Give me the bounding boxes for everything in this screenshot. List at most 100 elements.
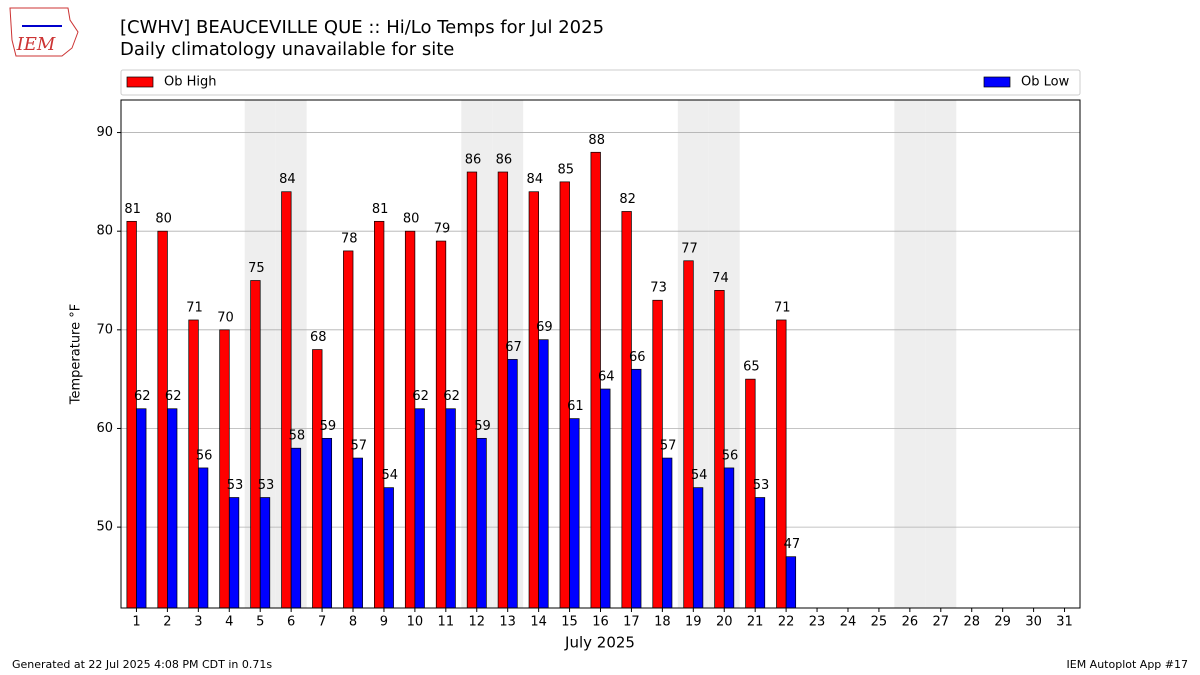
bar: [281, 191, 292, 609]
x-tick-label: 24: [840, 615, 857, 630]
x-tick-label: 26: [902, 615, 919, 630]
x-tick-label: 7: [318, 615, 326, 630]
y-axis-label: Temperature °F: [69, 304, 84, 405]
data-label: 62: [412, 389, 429, 404]
data-label: 78: [341, 231, 358, 246]
data-label: 62: [134, 389, 151, 404]
data-label: 59: [320, 419, 337, 434]
data-label: 62: [443, 389, 460, 404]
data-label: 54: [691, 468, 708, 483]
chart-subtitle: Daily climatology unavailable for site: [120, 39, 454, 60]
data-label: 62: [165, 389, 182, 404]
x-tick-label: 1: [132, 615, 140, 630]
x-tick-label: 22: [778, 615, 795, 630]
data-label: 81: [372, 202, 389, 217]
bar: [631, 368, 642, 609]
legend-box: [120, 69, 1081, 96]
bar: [692, 487, 704, 609]
x-tick-label: 29: [994, 615, 1011, 630]
y-tick-label: 50: [96, 520, 113, 535]
x-tick-label: 28: [963, 615, 980, 630]
bar: [662, 457, 673, 609]
x-tick-label: 12: [468, 615, 485, 630]
x-tick-label: 25: [871, 615, 888, 630]
weekend-shade: [925, 100, 957, 608]
data-label: 73: [650, 281, 667, 296]
data-label: 88: [588, 133, 605, 148]
bar: [374, 220, 385, 609]
x-tick-label: 18: [654, 615, 671, 630]
data-label: 79: [434, 222, 451, 237]
logo-text: IEM: [16, 34, 56, 55]
data-label: 64: [598, 370, 615, 385]
bar: [683, 260, 694, 609]
y-tick-label: 60: [96, 421, 113, 436]
bar: [776, 319, 787, 609]
bar: [569, 418, 580, 609]
bar: [321, 437, 333, 609]
x-tick-label: 9: [380, 615, 388, 630]
data-label: 81: [124, 202, 141, 217]
x-tick-label: 15: [561, 615, 578, 630]
data-label: 80: [155, 212, 172, 227]
x-tick-label: 4: [225, 615, 233, 630]
x-tick-label: 5: [256, 615, 264, 630]
x-tick-label: 20: [716, 615, 733, 630]
x-tick-label: 19: [685, 615, 702, 630]
bar: [652, 299, 663, 609]
x-tick-label: 6: [287, 615, 295, 630]
data-label: 71: [186, 300, 203, 315]
bar: [126, 220, 137, 609]
data-label: 57: [660, 439, 677, 454]
data-label: 71: [774, 300, 791, 315]
x-tick-label: 2: [163, 615, 171, 630]
x-tick-label: 21: [747, 615, 764, 630]
bar: [352, 457, 363, 609]
bar: [754, 497, 766, 609]
bar: [259, 497, 271, 609]
data-label: 75: [248, 261, 265, 276]
data-label: 47: [784, 537, 801, 552]
x-tick-label: 30: [1025, 615, 1042, 630]
bar: [559, 181, 570, 609]
x-tick-label: 10: [407, 615, 424, 630]
data-label: 77: [681, 241, 698, 256]
x-tick-label: 16: [592, 615, 609, 630]
footer-left: Generated at 22 Jul 2025 4:08 PM CDT in …: [12, 658, 272, 671]
bar: [621, 211, 632, 609]
data-label: 80: [403, 212, 420, 227]
bar: [785, 556, 797, 609]
bar: [219, 329, 230, 609]
data-label: 84: [279, 172, 296, 187]
data-label: 53: [753, 478, 770, 493]
data-label: 70: [217, 310, 234, 325]
data-label: 56: [196, 448, 213, 463]
x-tick-label: 27: [933, 615, 950, 630]
bar: [167, 408, 178, 609]
y-tick-label: 90: [96, 125, 113, 140]
x-tick-label: 8: [349, 615, 357, 630]
bar: [197, 467, 209, 609]
legend-label: Ob High: [164, 75, 217, 90]
x-tick-label: 14: [530, 615, 547, 630]
footer-right: IEM Autoplot App #17: [1067, 658, 1189, 671]
bar: [745, 378, 756, 609]
bar: [343, 250, 354, 609]
logo-outline: [9, 7, 79, 57]
data-label: 86: [496, 153, 513, 168]
bar: [528, 191, 539, 609]
data-label: 69: [536, 320, 553, 335]
x-axis-label: July 2025: [564, 634, 635, 652]
bar: [497, 171, 509, 609]
data-label: 53: [258, 478, 275, 493]
data-label: 53: [227, 478, 244, 493]
bar: [250, 280, 261, 609]
bar: [466, 171, 478, 609]
data-label: 54: [381, 468, 398, 483]
bar: [157, 230, 168, 609]
legend-label: Ob Low: [1021, 75, 1070, 90]
y-tick-label: 70: [96, 322, 113, 337]
bar: [136, 408, 147, 609]
data-label: 61: [567, 399, 584, 414]
